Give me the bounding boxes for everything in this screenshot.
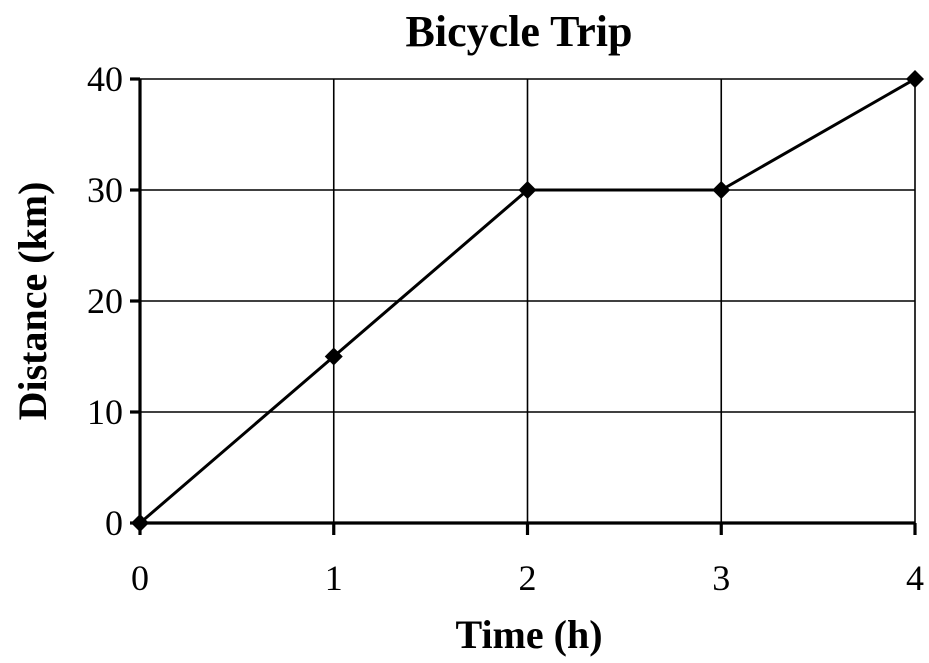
y-tick-label: 10: [87, 392, 123, 432]
x-axis-title: Time (h): [455, 612, 602, 657]
data-point-marker: [712, 181, 731, 199]
y-tick-label: 20: [87, 281, 123, 321]
data-point-marker: [131, 514, 149, 532]
chart-title: Bicycle Trip: [406, 7, 633, 56]
x-tick-label: 0: [131, 558, 149, 598]
y-tick-label: 0: [105, 503, 123, 543]
y-tick-label: 40: [87, 59, 123, 99]
data-point-marker: [324, 347, 343, 366]
y-axis-title: Distance (km): [10, 182, 55, 421]
x-tick-label: 3: [712, 558, 730, 598]
x-tick-label: 2: [519, 558, 537, 598]
data-point-marker: [906, 70, 924, 88]
x-tick-label: 1: [325, 558, 343, 598]
data-point-marker: [518, 181, 537, 199]
y-tick-label: 30: [87, 170, 123, 210]
x-tick-label: 4: [906, 558, 924, 598]
data-markers: [131, 70, 924, 532]
